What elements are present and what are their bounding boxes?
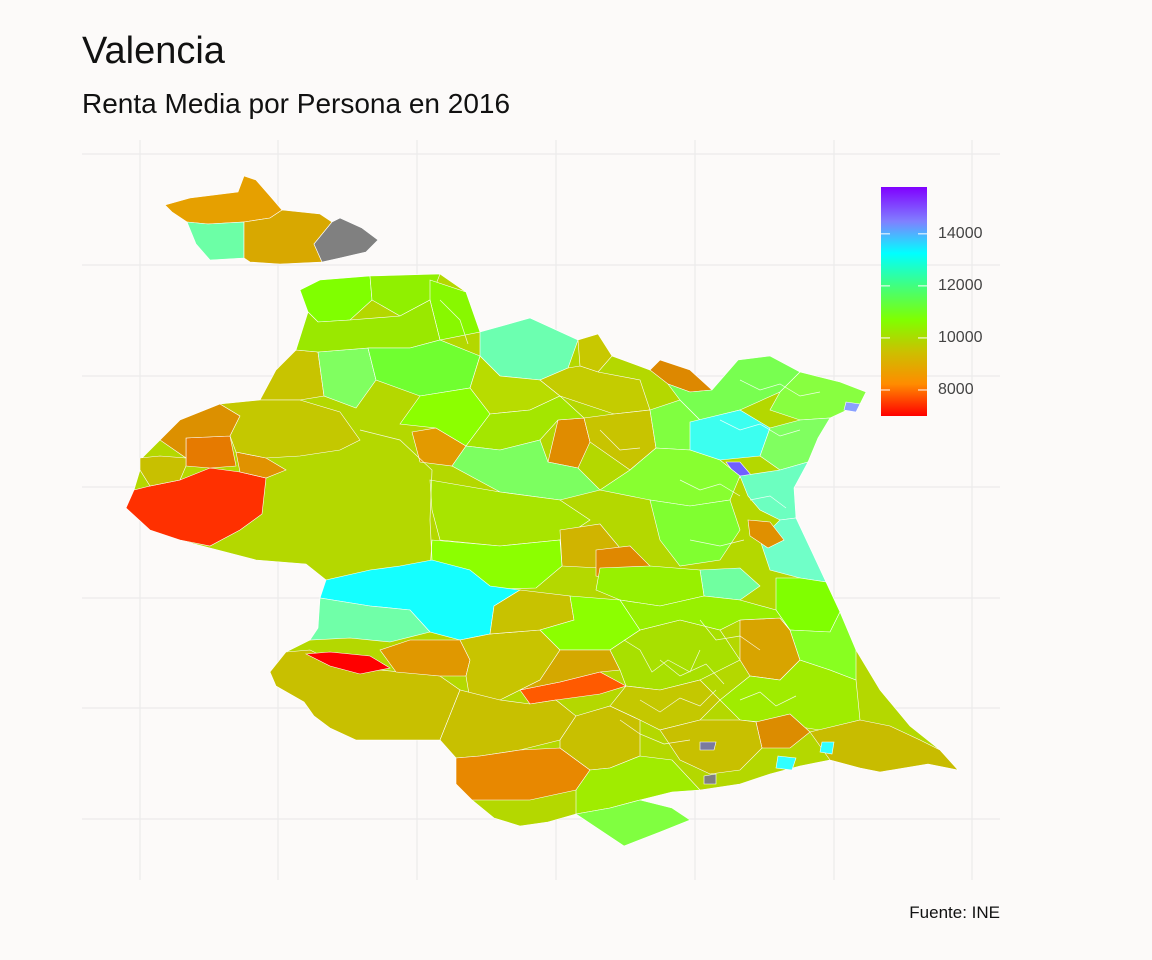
region-cyan-light <box>309 597 431 643</box>
region-se-cyan-2 <box>819 741 835 755</box>
region-mid-green-6 <box>619 595 791 631</box>
color-legend-bar <box>881 187 927 416</box>
region-south-red <box>304 651 391 675</box>
region-north-3 <box>429 279 481 341</box>
region-west-olive <box>139 455 187 487</box>
region-exclave-west <box>186 221 245 261</box>
region-mid-green-4 <box>649 499 741 567</box>
region-south-olive-4 <box>519 649 621 691</box>
region-se-grey-1 <box>703 773 717 785</box>
region-se-cyan-1 <box>775 755 797 771</box>
region-ne-green-3 <box>759 417 831 471</box>
region-northwest-olive <box>259 349 325 401</box>
region-north-olive <box>577 333 613 373</box>
region-central-west-olive <box>219 399 361 459</box>
region-coast-orange <box>747 519 785 549</box>
chart-subtitle: Renta Media por Persona en 2016 <box>82 88 511 119</box>
region-south-tail <box>575 799 691 847</box>
legend-tick-label: 10000 <box>938 328 983 346</box>
region-west-orange-1 <box>185 435 237 469</box>
region-center-green-3 <box>451 439 601 501</box>
legend-tick-label: 12000 <box>938 276 983 294</box>
region-se-mix-6 <box>809 719 959 773</box>
region-ne-blue-3 <box>843 401 861 413</box>
region-exclave-east <box>313 217 379 263</box>
chart-title: Valencia <box>82 30 225 72</box>
region-se-grey-2 <box>699 741 717 751</box>
legend-tick-label: 14000 <box>938 224 983 242</box>
region-coast-green-se <box>789 611 857 681</box>
region-exclave-north <box>164 175 283 225</box>
municipality-regions <box>125 175 959 847</box>
internal-boundaries <box>359 299 821 745</box>
region-north-greens-d <box>539 365 651 415</box>
source-caption: Fuente: INE <box>909 903 1000 922</box>
legend-tick-label: 8000 <box>938 380 974 398</box>
